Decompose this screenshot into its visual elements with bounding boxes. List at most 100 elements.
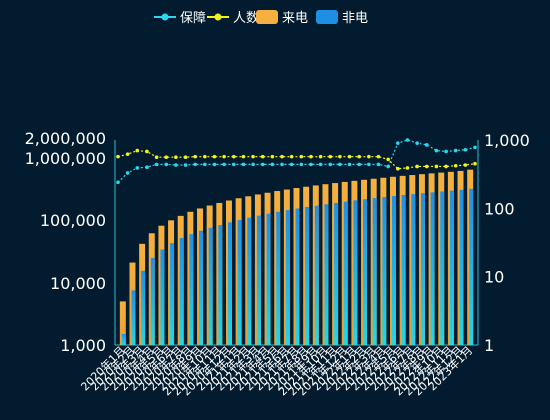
line-point[interactable] (164, 155, 169, 160)
bar-feidian[interactable] (131, 290, 136, 345)
line-point[interactable] (164, 162, 169, 167)
line-point[interactable] (347, 154, 352, 159)
line-point[interactable] (203, 154, 207, 159)
bar-feidian[interactable] (256, 215, 261, 345)
bar-feidian[interactable] (199, 230, 204, 345)
bar-feidian[interactable] (324, 204, 329, 345)
bar-feidian[interactable] (150, 257, 155, 345)
bar-feidian[interactable] (247, 217, 252, 345)
line-point[interactable] (116, 154, 120, 159)
line-point[interactable] (357, 154, 362, 159)
bar-feidian[interactable] (382, 197, 387, 345)
line-point[interactable] (241, 154, 246, 159)
bar-feidian[interactable] (343, 201, 348, 345)
line-point[interactable] (328, 154, 333, 159)
line-point[interactable] (241, 162, 246, 167)
bar-feidian[interactable] (266, 213, 271, 345)
line-point[interactable] (193, 154, 197, 159)
bar-feidian[interactable] (121, 334, 126, 345)
line-point[interactable] (309, 162, 313, 167)
line-point[interactable] (376, 154, 381, 159)
bar-feidian[interactable] (218, 225, 223, 345)
line-point[interactable] (231, 162, 236, 167)
line-point[interactable] (396, 166, 400, 171)
legend-item-0[interactable]: 保障 (154, 11, 206, 26)
line-point[interactable] (289, 162, 294, 167)
line-point[interactable] (434, 164, 439, 169)
line-point[interactable] (183, 163, 188, 167)
line-point[interactable] (135, 166, 140, 170)
line-point[interactable] (222, 154, 226, 159)
bar-feidian[interactable] (334, 202, 339, 345)
line-point[interactable] (222, 162, 226, 167)
line-point[interactable] (463, 163, 468, 167)
bar-feidian[interactable] (295, 208, 300, 345)
line-point[interactable] (424, 143, 429, 147)
line-point[interactable] (463, 147, 468, 152)
bar-feidian[interactable] (141, 270, 146, 345)
line-point[interactable] (135, 148, 140, 153)
line-point[interactable] (174, 155, 178, 160)
line-point[interactable] (154, 162, 159, 167)
line-point[interactable] (386, 164, 390, 169)
line-point[interactable] (376, 162, 381, 167)
line-point[interactable] (125, 171, 130, 175)
line-point[interactable] (125, 152, 130, 156)
line-point[interactable] (444, 149, 448, 154)
line-point[interactable] (473, 161, 477, 166)
line-point[interactable] (424, 164, 429, 169)
line-point[interactable] (473, 145, 477, 150)
line-point[interactable] (299, 154, 304, 159)
line-point[interactable] (367, 154, 371, 159)
line-point[interactable] (405, 166, 410, 170)
bar-feidian[interactable] (285, 210, 290, 345)
bar-feidian[interactable] (449, 190, 454, 345)
line-point[interactable] (299, 162, 304, 167)
line-point[interactable] (174, 163, 178, 167)
line-point[interactable] (357, 162, 362, 167)
line-point[interactable] (444, 164, 448, 169)
bar-feidian[interactable] (160, 249, 165, 345)
line-point[interactable] (193, 162, 197, 167)
line-point[interactable] (318, 162, 323, 167)
bar-feidian[interactable] (411, 194, 416, 345)
line-point[interactable] (260, 162, 265, 167)
bar-feidian[interactable] (440, 191, 445, 345)
bar-feidian[interactable] (208, 227, 213, 345)
bar-feidian[interactable] (227, 222, 232, 345)
line-point[interactable] (251, 154, 255, 159)
bar-feidian[interactable] (353, 200, 358, 345)
bar-feidian[interactable] (170, 243, 175, 345)
line-point[interactable] (338, 162, 342, 167)
line-point[interactable] (415, 164, 419, 169)
bar-feidian[interactable] (189, 234, 194, 345)
line-point[interactable] (116, 180, 120, 185)
bar-feidian[interactable] (391, 196, 396, 345)
line-point[interactable] (396, 141, 400, 145)
line-point[interactable] (367, 162, 371, 167)
line-point[interactable] (183, 155, 188, 160)
bar-feidian[interactable] (276, 211, 281, 345)
line-point[interactable] (386, 157, 390, 162)
line-point[interactable] (280, 154, 284, 159)
line-point[interactable] (212, 154, 217, 159)
line-point[interactable] (453, 163, 458, 168)
bar-feidian[interactable] (363, 199, 368, 345)
line-point[interactable] (270, 154, 275, 159)
line-point[interactable] (289, 154, 294, 159)
bar-feidian[interactable] (305, 206, 310, 345)
line-point[interactable] (309, 154, 313, 159)
line-point[interactable] (260, 154, 265, 159)
line-point[interactable] (145, 165, 149, 169)
bar-feidian[interactable] (372, 198, 377, 345)
legend-item-1[interactable]: 人数 (207, 11, 259, 26)
line-point[interactable] (338, 154, 342, 159)
line-point[interactable] (154, 155, 159, 160)
bar-feidian[interactable] (314, 205, 319, 345)
line-point[interactable] (145, 149, 149, 154)
line-point[interactable] (453, 148, 458, 153)
bar-feidian[interactable] (179, 238, 184, 345)
bar-feidian[interactable] (459, 189, 464, 345)
legend-item-3[interactable]: 非电 (316, 10, 368, 26)
bar-feidian[interactable] (469, 188, 474, 345)
